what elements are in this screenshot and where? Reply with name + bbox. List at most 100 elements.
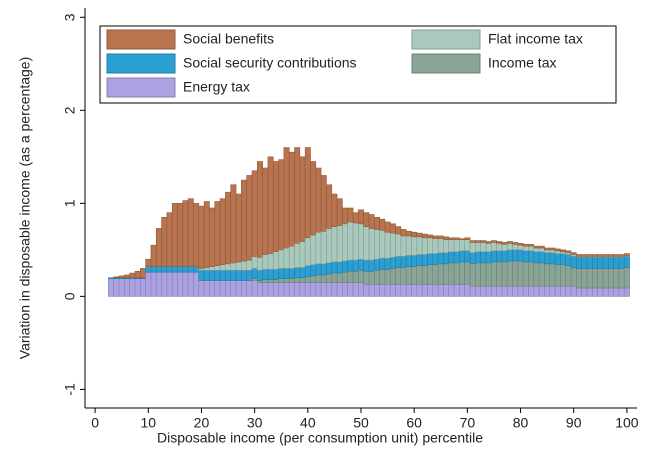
bar-segment xyxy=(267,279,274,283)
bar-segment xyxy=(166,271,173,297)
bar-segment xyxy=(501,250,508,263)
bar-segment xyxy=(331,282,338,297)
bar-segment xyxy=(570,285,577,297)
bar-segment xyxy=(358,282,364,297)
bar-segment xyxy=(267,156,274,254)
bar-segment xyxy=(214,265,221,271)
bar-segment xyxy=(597,268,604,289)
bar-segment xyxy=(533,245,540,249)
bar-segment xyxy=(113,276,120,279)
bar-segment xyxy=(198,270,205,281)
bar-segment xyxy=(384,221,391,233)
bar-segment xyxy=(241,179,247,262)
legend-label: Energy tax xyxy=(183,79,250,95)
bar-segment xyxy=(618,287,625,297)
bar-segment xyxy=(437,283,444,297)
bar-segment xyxy=(607,287,614,297)
bar-segment xyxy=(140,278,146,297)
bar-segment xyxy=(592,254,598,257)
bar-segment xyxy=(358,270,364,283)
bar-segment xyxy=(453,239,460,253)
bar-segment xyxy=(618,268,625,289)
bar-segment xyxy=(352,212,359,224)
bar-segment xyxy=(464,237,471,240)
bar-segment xyxy=(490,261,497,287)
bar-segment xyxy=(145,266,152,273)
bar-segment xyxy=(326,262,333,275)
bar-segment xyxy=(395,256,402,268)
bar-segment xyxy=(522,285,529,297)
bar-segment xyxy=(272,269,279,280)
bar-segment xyxy=(480,251,487,264)
bar-segment xyxy=(235,261,242,271)
bar-segment xyxy=(421,265,428,285)
bar-segment xyxy=(251,256,258,269)
bar-segment xyxy=(517,244,524,251)
bar-segment xyxy=(613,257,620,269)
bar-segment xyxy=(480,262,487,287)
bar-segment xyxy=(294,277,301,283)
bar-segment xyxy=(198,280,205,297)
bar-segment xyxy=(506,249,513,262)
bar-segment xyxy=(241,280,247,297)
bar-segment xyxy=(544,263,551,287)
bar-segment xyxy=(225,280,232,297)
bar-segment xyxy=(299,282,306,297)
bar-segment xyxy=(203,201,210,268)
bar-segment xyxy=(453,262,460,285)
bar-segment xyxy=(427,253,434,266)
bar-segment xyxy=(203,270,210,281)
bar-segment xyxy=(544,285,551,297)
bar-segment xyxy=(538,285,545,297)
bar-segment xyxy=(363,212,370,227)
bar-segment xyxy=(336,282,343,297)
bar-segment xyxy=(315,167,322,233)
bar-segment xyxy=(272,251,279,270)
bar-segment xyxy=(166,266,173,273)
bar-segment xyxy=(411,231,418,238)
bar-segment xyxy=(400,267,407,285)
bar-segment xyxy=(389,232,396,258)
bar-segment xyxy=(538,262,545,287)
bar-segment xyxy=(347,270,354,283)
bar-segment xyxy=(150,266,157,273)
x-tick-label: 10 xyxy=(140,415,156,431)
bar-segment xyxy=(405,235,412,256)
bar-segment xyxy=(427,283,434,297)
bar-segment xyxy=(235,193,242,263)
bar-segment xyxy=(506,241,513,244)
bar-segment xyxy=(501,243,508,252)
legend-swatch xyxy=(106,77,176,98)
bar-segment xyxy=(320,274,327,283)
bar-segment xyxy=(549,249,556,253)
bar-segment xyxy=(193,203,200,267)
bar-segment xyxy=(432,253,439,266)
bar-segment xyxy=(262,279,269,283)
bar-segment xyxy=(267,282,274,297)
bar-segment xyxy=(496,285,503,297)
bar-segment xyxy=(347,221,354,261)
bar-segment xyxy=(623,267,630,289)
bar-segment xyxy=(219,280,226,297)
bar-segment xyxy=(533,251,540,264)
bar-segment xyxy=(230,270,237,281)
bar-segment xyxy=(209,266,216,271)
x-tick-label: 60 xyxy=(406,415,422,431)
bar-segment xyxy=(347,282,354,297)
bar-segment xyxy=(373,283,380,297)
bar-segment xyxy=(230,184,237,264)
bar-segment xyxy=(464,261,471,285)
bar-segment xyxy=(129,272,136,279)
x-tick-label: 80 xyxy=(513,415,529,431)
bar-segment xyxy=(272,161,279,253)
legend-swatch xyxy=(106,53,176,74)
bar-segment xyxy=(560,285,567,297)
bar-segment xyxy=(586,257,593,269)
bar-segment xyxy=(384,231,391,259)
bar-segment xyxy=(506,260,513,287)
bar-segment xyxy=(352,282,359,297)
bar-segment xyxy=(278,268,285,279)
bar-segment xyxy=(193,271,200,297)
bar-segment xyxy=(331,193,338,227)
bar-segment xyxy=(448,237,455,240)
